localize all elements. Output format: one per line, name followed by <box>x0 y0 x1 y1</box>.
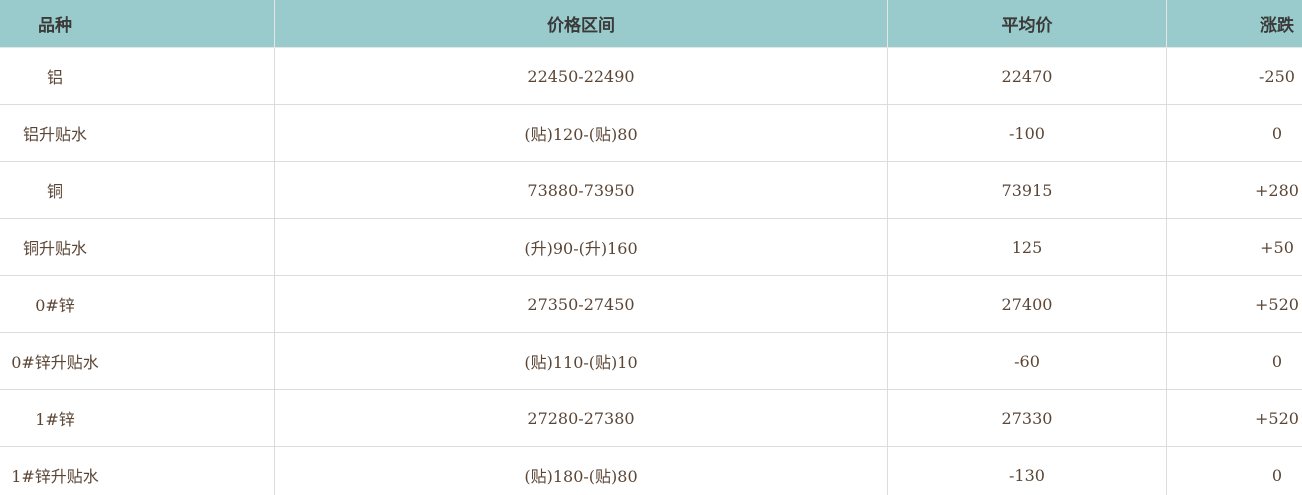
table-row: 0#锌 27350-27450 27400 +520 <box>0 275 1302 333</box>
cell-variety: 铝升贴水 <box>0 104 275 162</box>
variety-label: 0#锌 <box>35 296 75 315</box>
variety-label: 铝 <box>46 68 63 87</box>
cell-change: +520 <box>1166 275 1302 333</box>
cell-price-range: (升)90-(升)160 <box>274 218 888 276</box>
cell-change: -250 <box>1166 47 1302 105</box>
cell-variety: 0#锌升贴水 <box>0 332 275 390</box>
header-average-price: 平均价 <box>887 0 1167 48</box>
cell-change: +280 <box>1166 161 1302 219</box>
table-row: 铝升贴水 (贴)120-(贴)80 -100 0 <box>0 104 1302 162</box>
cell-variety: 0#锌 <box>0 275 275 333</box>
header-change: 涨跌 <box>1166 0 1302 48</box>
cell-variety: 铝 <box>0 47 275 105</box>
table-header: 品种 价格区间 平均价 涨跌 <box>0 0 1302 48</box>
cell-average-price: 27400 <box>887 275 1167 333</box>
cell-price-range: (贴)120-(贴)80 <box>274 104 888 162</box>
cell-price-range: 22450-22490 <box>274 47 888 105</box>
cell-average-price: 125 <box>887 218 1167 276</box>
cell-average-price: -60 <box>887 332 1167 390</box>
cell-average-price: -130 <box>887 446 1167 495</box>
cell-average-price: 22470 <box>887 47 1167 105</box>
variety-label: 0#锌升贴水 <box>11 353 99 372</box>
cell-variety: 1#锌升贴水 <box>0 446 275 495</box>
cell-variety: 铜 <box>0 161 275 219</box>
cell-change: 0 <box>1166 104 1302 162</box>
cell-price-range: (贴)110-(贴)10 <box>274 332 888 390</box>
variety-label: 铝升贴水 <box>22 125 87 144</box>
cell-change: +520 <box>1166 389 1302 447</box>
header-price-range: 价格区间 <box>274 0 888 48</box>
header-variety: 品种 <box>0 0 275 48</box>
cell-average-price: 27330 <box>887 389 1167 447</box>
variety-label: 铜升贴水 <box>22 239 87 258</box>
cell-price-range: 73880-73950 <box>274 161 888 219</box>
variety-label: 1#锌升贴水 <box>11 467 99 486</box>
variety-label: 1#锌 <box>35 410 75 429</box>
cell-variety: 铜升贴水 <box>0 218 275 276</box>
table-row: 铜 73880-73950 73915 +280 <box>0 161 1302 219</box>
table-row: 铜升贴水 (升)90-(升)160 125 +50 <box>0 218 1302 276</box>
cell-price-range: 27280-27380 <box>274 389 888 447</box>
cell-average-price: -100 <box>887 104 1167 162</box>
cell-change: +50 <box>1166 218 1302 276</box>
variety-label: 铜 <box>46 182 63 201</box>
cell-price-range: 27350-27450 <box>274 275 888 333</box>
cell-price-range: (贴)180-(贴)80 <box>274 446 888 495</box>
cell-change: 0 <box>1166 332 1302 390</box>
table-row: 铝 22450-22490 22470 -250 <box>0 47 1302 105</box>
cell-variety: 1#锌 <box>0 389 275 447</box>
cell-average-price: 73915 <box>887 161 1167 219</box>
cell-change: 0 <box>1166 446 1302 495</box>
table-row: 1#锌 27280-27380 27330 +520 <box>0 389 1302 447</box>
table-row: 0#锌升贴水 (贴)110-(贴)10 -60 0 <box>0 332 1302 390</box>
table-row: 1#锌升贴水 (贴)180-(贴)80 -130 0 <box>0 446 1302 495</box>
